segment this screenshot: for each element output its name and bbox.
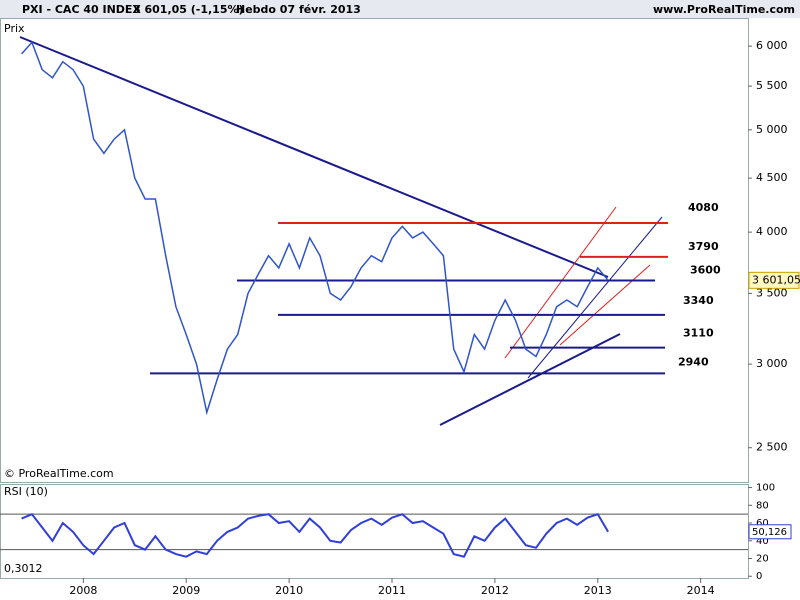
rsi-value-label: 50,126: [752, 527, 787, 538]
y-tick-label: 5 000: [756, 123, 788, 136]
level-label: 3600: [690, 263, 721, 276]
y-tick-label: 80: [756, 500, 769, 511]
rsi-value-box: [748, 524, 792, 540]
last-value-box: [748, 271, 800, 289]
rsi-title: RSI (10): [4, 485, 48, 498]
x-tick-label: 2011: [378, 584, 406, 597]
level-label: 3340: [683, 294, 714, 307]
y-tick-label: 5 500: [756, 79, 788, 92]
y-tick-label: 4 000: [756, 225, 788, 238]
trendline: [19, 36, 609, 278]
trendline: [439, 333, 621, 426]
header-quote: 3 601,05 (-1,15%): [133, 3, 244, 16]
header-bar: [0, 0, 800, 18]
y-tick-label: 60: [756, 518, 769, 529]
y-tick-label: 6 000: [756, 39, 788, 52]
price-line: [21, 40, 609, 416]
y-tick-label: 3 000: [756, 357, 788, 370]
channel-line: [559, 264, 651, 346]
x-tick-label: 2013: [584, 584, 612, 597]
header-site: www.ProRealTime.com: [653, 3, 795, 16]
rsi-bottom-label: 0,3012: [4, 562, 43, 575]
copyright: © ProRealTime.com: [4, 467, 114, 480]
header-symbol: PXI - CAC 40 INDEX: [22, 3, 141, 16]
y-tick-label: 0: [756, 571, 762, 582]
header-period: Hebdo 07 févr. 2013: [236, 3, 361, 16]
x-tick-label: 2009: [172, 584, 200, 597]
level-label: 2940: [678, 355, 709, 368]
channel-line: [504, 206, 617, 359]
y-tick-label: 40: [756, 536, 769, 547]
axis-label: Prix: [4, 22, 25, 35]
rsi-line: [21, 512, 609, 558]
y-tick-label: 20: [756, 553, 769, 564]
y-tick-label: 2 500: [756, 441, 788, 454]
level-label: 3790: [688, 240, 719, 253]
y-tick-label: 3 500: [756, 286, 788, 299]
level-label: 3110: [683, 327, 714, 340]
last-value-label: 3 601,05: [752, 273, 800, 286]
price-panel: [0, 18, 749, 483]
x-tick-label: 2010: [275, 584, 303, 597]
x-tick-label: 2014: [687, 584, 715, 597]
level-label: 4080: [688, 201, 719, 214]
y-tick-label: 4 500: [756, 171, 788, 184]
channel-line: [527, 216, 663, 379]
x-tick-label: 2012: [481, 584, 509, 597]
y-tick-label: 100: [756, 483, 775, 494]
x-tick-label: 2008: [69, 584, 97, 597]
